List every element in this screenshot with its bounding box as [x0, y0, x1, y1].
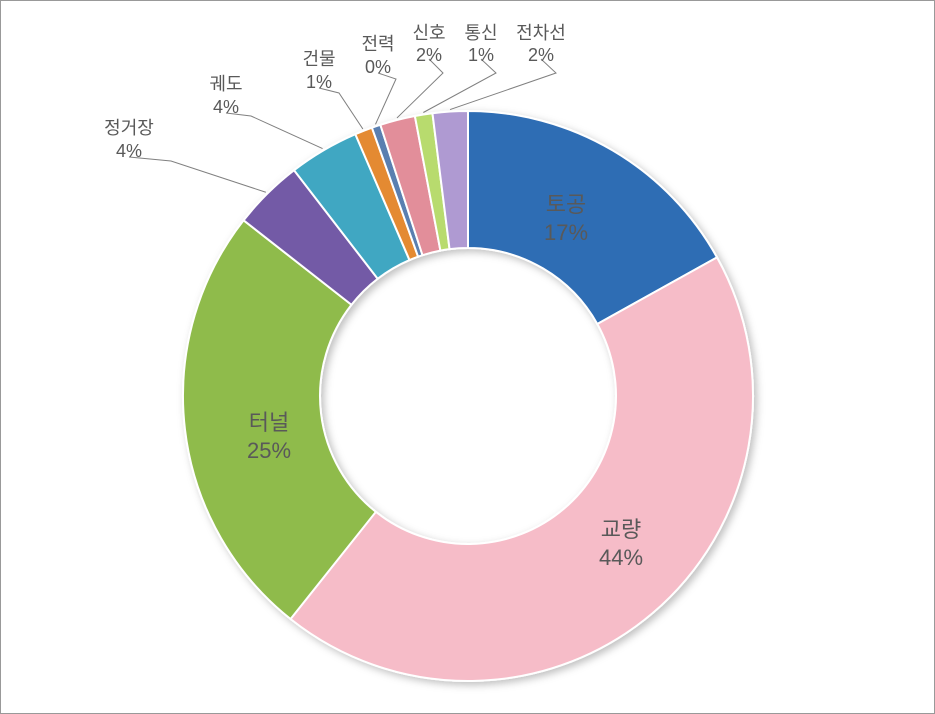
label-jeollyeok-name: 전력 — [361, 33, 394, 56]
leader-tongsin — [423, 59, 496, 112]
label-tongsin: 통신1% — [464, 19, 497, 66]
leader-geonmul — [319, 88, 363, 129]
label-sinho-pct: 2% — [412, 45, 445, 66]
leader-jeollyeok — [375, 73, 396, 124]
label-gwedo: 궤도4% — [209, 73, 242, 118]
slice-gyoryang — [291, 257, 753, 681]
label-jeonggeojang-pct: 4% — [104, 140, 154, 163]
leader-jeonchaseon — [450, 59, 556, 110]
label-geonmul-name: 건물 — [302, 48, 335, 71]
label-gyoryang: 교량44% — [599, 516, 643, 571]
label-sinho-name: 신호 — [412, 19, 445, 45]
label-jeonchaseon-name: 전차선 — [516, 19, 566, 45]
label-tunnel-pct: 25% — [247, 437, 291, 465]
label-jeonchaseon-pct: 2% — [516, 45, 566, 66]
leader-jeonggeojang — [129, 157, 266, 192]
label-sinho: 신호2% — [412, 19, 445, 66]
label-tunnel-name: 터널 — [247, 409, 291, 437]
label-jeollyeok: 전력0% — [361, 33, 394, 78]
donut-chart — [1, 1, 935, 714]
chart-frame: 토공17%교량44%터널25%정거장4%궤도4%건물1%전력0%신호2%통신1%… — [0, 0, 935, 714]
label-togong-pct: 17% — [544, 219, 588, 247]
label-jeonggeojang-name: 정거장 — [104, 117, 154, 140]
label-togong: 토공17% — [544, 191, 588, 246]
label-jeollyeok-pct: 0% — [361, 56, 394, 79]
label-tongsin-name: 통신 — [464, 19, 497, 45]
leader-gwedo — [226, 113, 323, 149]
label-gwedo-pct: 4% — [209, 96, 242, 119]
label-geonmul-pct: 1% — [302, 71, 335, 94]
label-geonmul: 건물1% — [302, 48, 335, 93]
label-gyoryang-pct: 44% — [599, 544, 643, 572]
label-gwedo-name: 궤도 — [209, 73, 242, 96]
donut-ring — [183, 111, 753, 681]
label-togong-name: 토공 — [544, 191, 588, 219]
leader-sinho — [397, 59, 443, 118]
label-gyoryang-name: 교량 — [599, 516, 643, 544]
label-jeonchaseon: 전차선2% — [516, 19, 566, 66]
label-tunnel: 터널25% — [247, 409, 291, 464]
label-jeonggeojang: 정거장4% — [104, 117, 154, 162]
label-tongsin-pct: 1% — [464, 45, 497, 66]
